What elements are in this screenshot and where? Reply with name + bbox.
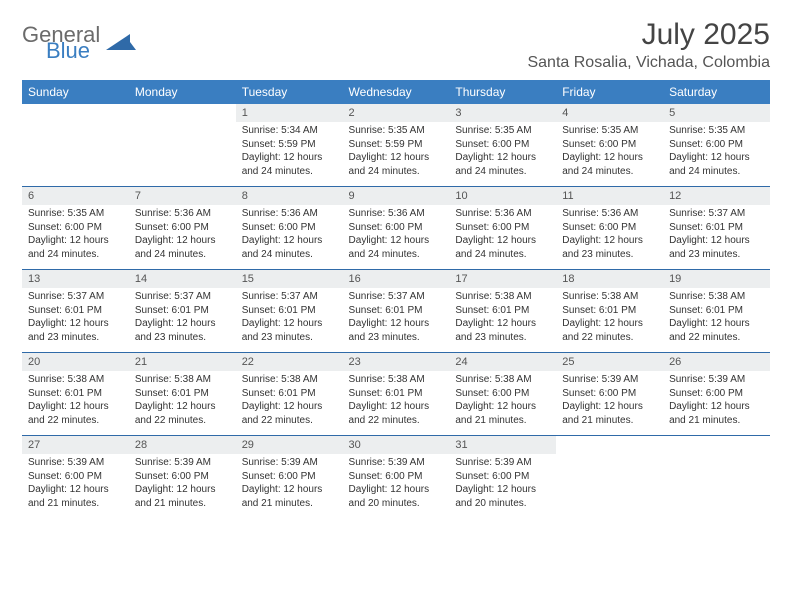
logo-triangle-icon <box>106 32 136 54</box>
day-number-cell: 25 <box>556 353 663 371</box>
logo-text: General Blue <box>22 24 100 62</box>
day-number-row: 12345 <box>22 104 770 122</box>
day-data-row: Sunrise: 5:38 AMSunset: 6:01 PMDaylight:… <box>22 371 770 436</box>
day-data-cell: Sunrise: 5:39 AMSunset: 6:00 PMDaylight:… <box>129 454 236 518</box>
month-title: July 2025 <box>527 18 770 52</box>
day-data-cell: Sunrise: 5:36 AMSunset: 6:00 PMDaylight:… <box>236 205 343 270</box>
day-header: Monday <box>129 80 236 104</box>
day-data-row: Sunrise: 5:37 AMSunset: 6:01 PMDaylight:… <box>22 288 770 353</box>
day-number-row: 20212223242526 <box>22 353 770 371</box>
day-number-cell: 17 <box>449 270 556 288</box>
day-data-row: Sunrise: 5:35 AMSunset: 6:00 PMDaylight:… <box>22 205 770 270</box>
day-number-cell: 12 <box>663 187 770 205</box>
calendar-table: Sunday Monday Tuesday Wednesday Thursday… <box>22 80 770 518</box>
day-data-cell: Sunrise: 5:39 AMSunset: 6:00 PMDaylight:… <box>663 371 770 436</box>
day-number-row: 2728293031 <box>22 436 770 454</box>
day-number-row: 13141516171819 <box>22 270 770 288</box>
day-number-cell: 4 <box>556 104 663 122</box>
day-data-cell: Sunrise: 5:38 AMSunset: 6:01 PMDaylight:… <box>343 371 450 436</box>
day-data-cell: Sunrise: 5:38 AMSunset: 6:01 PMDaylight:… <box>449 288 556 353</box>
calendar-page: General Blue July 2025 Santa Rosalia, Vi… <box>0 0 792 536</box>
day-data-cell: Sunrise: 5:36 AMSunset: 6:00 PMDaylight:… <box>449 205 556 270</box>
day-header: Sunday <box>22 80 129 104</box>
day-number-cell: 1 <box>236 104 343 122</box>
day-header: Thursday <box>449 80 556 104</box>
day-number-cell: 16 <box>343 270 450 288</box>
day-number-cell: 21 <box>129 353 236 371</box>
day-header: Saturday <box>663 80 770 104</box>
day-number-cell: 23 <box>343 353 450 371</box>
day-number-cell <box>129 104 236 122</box>
day-data-cell: Sunrise: 5:38 AMSunset: 6:01 PMDaylight:… <box>22 371 129 436</box>
day-data-cell: Sunrise: 5:37 AMSunset: 6:01 PMDaylight:… <box>343 288 450 353</box>
day-number-cell <box>556 436 663 454</box>
logo: General Blue <box>22 24 136 62</box>
day-data-cell: Sunrise: 5:35 AMSunset: 6:00 PMDaylight:… <box>663 122 770 187</box>
day-data-cell <box>22 122 129 187</box>
day-number-cell: 19 <box>663 270 770 288</box>
day-number-cell: 11 <box>556 187 663 205</box>
day-number-cell: 28 <box>129 436 236 454</box>
day-header: Friday <box>556 80 663 104</box>
day-data-cell: Sunrise: 5:37 AMSunset: 6:01 PMDaylight:… <box>236 288 343 353</box>
day-number-cell: 26 <box>663 353 770 371</box>
day-number-cell: 29 <box>236 436 343 454</box>
day-number-cell: 2 <box>343 104 450 122</box>
day-data-cell: Sunrise: 5:35 AMSunset: 6:00 PMDaylight:… <box>22 205 129 270</box>
day-number-cell: 14 <box>129 270 236 288</box>
day-number-cell: 13 <box>22 270 129 288</box>
day-number-cell: 22 <box>236 353 343 371</box>
day-data-cell: Sunrise: 5:39 AMSunset: 6:00 PMDaylight:… <box>22 454 129 518</box>
day-number-cell: 27 <box>22 436 129 454</box>
day-number-cell: 31 <box>449 436 556 454</box>
day-data-cell: Sunrise: 5:38 AMSunset: 6:01 PMDaylight:… <box>556 288 663 353</box>
day-number-cell: 30 <box>343 436 450 454</box>
day-data-cell: Sunrise: 5:39 AMSunset: 6:00 PMDaylight:… <box>343 454 450 518</box>
day-data-cell <box>556 454 663 518</box>
day-data-cell: Sunrise: 5:38 AMSunset: 6:01 PMDaylight:… <box>129 371 236 436</box>
day-number-cell: 18 <box>556 270 663 288</box>
day-number-cell: 20 <box>22 353 129 371</box>
day-data-row: Sunrise: 5:39 AMSunset: 6:00 PMDaylight:… <box>22 454 770 518</box>
day-number-cell: 5 <box>663 104 770 122</box>
day-data-cell: Sunrise: 5:39 AMSunset: 6:00 PMDaylight:… <box>236 454 343 518</box>
day-data-cell <box>663 454 770 518</box>
day-data-row: Sunrise: 5:34 AMSunset: 5:59 PMDaylight:… <box>22 122 770 187</box>
day-number-cell: 10 <box>449 187 556 205</box>
day-data-cell: Sunrise: 5:37 AMSunset: 6:01 PMDaylight:… <box>129 288 236 353</box>
calendar-body: 12345Sunrise: 5:34 AMSunset: 5:59 PMDayl… <box>22 104 770 518</box>
day-header: Tuesday <box>236 80 343 104</box>
day-header: Wednesday <box>343 80 450 104</box>
day-number-cell: 6 <box>22 187 129 205</box>
day-data-cell: Sunrise: 5:35 AMSunset: 6:00 PMDaylight:… <box>556 122 663 187</box>
day-number-cell: 3 <box>449 104 556 122</box>
day-data-cell: Sunrise: 5:35 AMSunset: 6:00 PMDaylight:… <box>449 122 556 187</box>
day-data-cell: Sunrise: 5:37 AMSunset: 6:01 PMDaylight:… <box>22 288 129 353</box>
day-data-cell: Sunrise: 5:39 AMSunset: 6:00 PMDaylight:… <box>449 454 556 518</box>
title-block: July 2025 Santa Rosalia, Vichada, Colomb… <box>527 18 770 72</box>
day-data-cell: Sunrise: 5:39 AMSunset: 6:00 PMDaylight:… <box>556 371 663 436</box>
day-data-cell: Sunrise: 5:38 AMSunset: 6:01 PMDaylight:… <box>663 288 770 353</box>
day-number-cell <box>663 436 770 454</box>
day-data-cell: Sunrise: 5:35 AMSunset: 5:59 PMDaylight:… <box>343 122 450 187</box>
location-subtitle: Santa Rosalia, Vichada, Colombia <box>527 54 770 72</box>
day-data-cell: Sunrise: 5:36 AMSunset: 6:00 PMDaylight:… <box>129 205 236 270</box>
day-number-cell: 9 <box>343 187 450 205</box>
day-data-cell: Sunrise: 5:38 AMSunset: 6:01 PMDaylight:… <box>236 371 343 436</box>
day-data-cell: Sunrise: 5:37 AMSunset: 6:01 PMDaylight:… <box>663 205 770 270</box>
day-header-row: Sunday Monday Tuesday Wednesday Thursday… <box>22 80 770 104</box>
day-data-cell: Sunrise: 5:38 AMSunset: 6:00 PMDaylight:… <box>449 371 556 436</box>
day-data-cell <box>129 122 236 187</box>
day-number-cell: 7 <box>129 187 236 205</box>
day-number-cell <box>22 104 129 122</box>
day-data-cell: Sunrise: 5:36 AMSunset: 6:00 PMDaylight:… <box>556 205 663 270</box>
header: General Blue July 2025 Santa Rosalia, Vi… <box>22 18 770 72</box>
day-number-row: 6789101112 <box>22 187 770 205</box>
logo-text-blue: Blue <box>46 40 100 62</box>
day-number-cell: 8 <box>236 187 343 205</box>
day-data-cell: Sunrise: 5:36 AMSunset: 6:00 PMDaylight:… <box>343 205 450 270</box>
day-number-cell: 24 <box>449 353 556 371</box>
day-number-cell: 15 <box>236 270 343 288</box>
day-data-cell: Sunrise: 5:34 AMSunset: 5:59 PMDaylight:… <box>236 122 343 187</box>
